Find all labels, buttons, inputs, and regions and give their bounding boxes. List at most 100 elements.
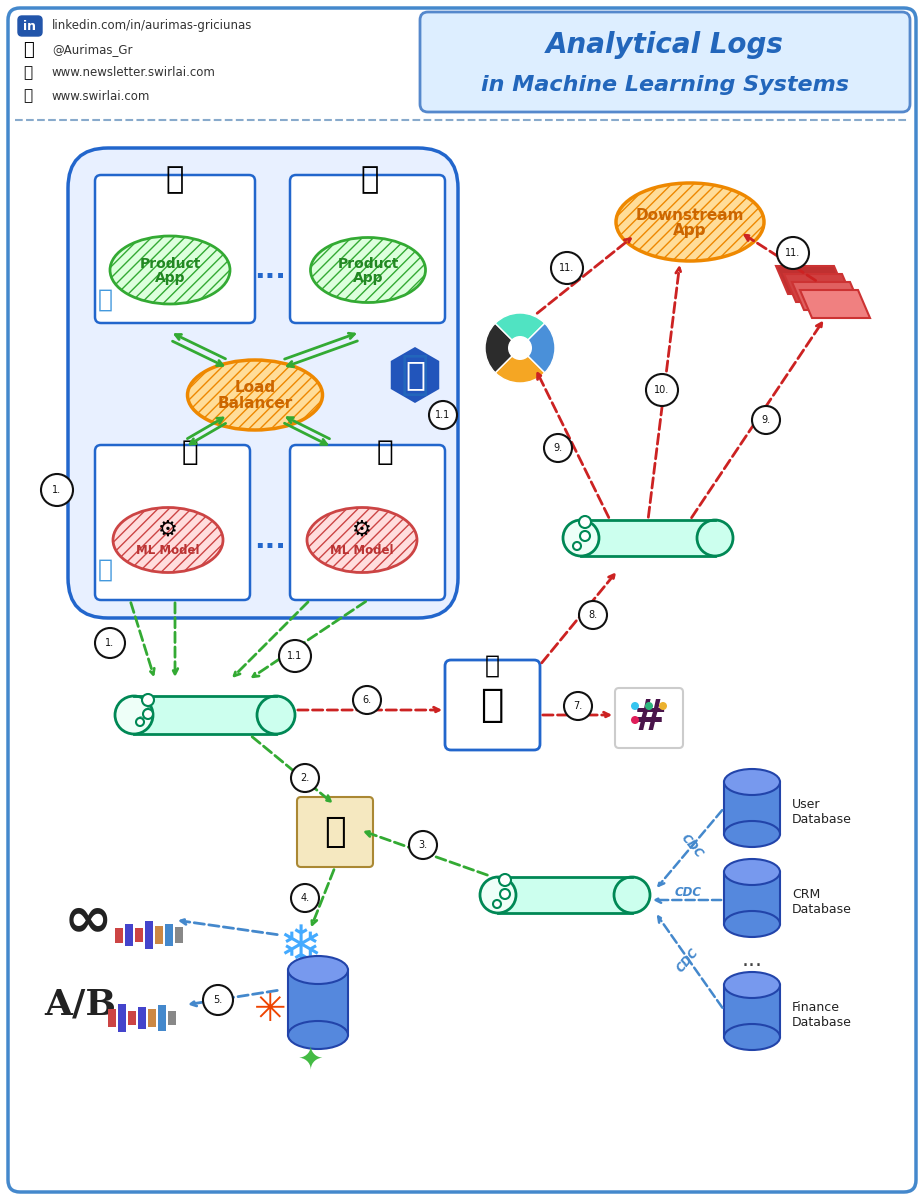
Bar xyxy=(724,872,780,924)
Text: A/B: A/B xyxy=(44,988,116,1022)
Circle shape xyxy=(580,530,590,541)
Circle shape xyxy=(631,716,639,724)
Ellipse shape xyxy=(288,1021,348,1049)
Text: ⬡: ⬡ xyxy=(137,715,144,725)
Circle shape xyxy=(579,601,607,629)
Text: 3.: 3. xyxy=(419,840,428,850)
Circle shape xyxy=(279,640,311,672)
Circle shape xyxy=(659,702,667,710)
Circle shape xyxy=(499,874,511,886)
Text: 11.: 11. xyxy=(559,263,575,272)
Bar xyxy=(108,1009,116,1027)
Text: 10.: 10. xyxy=(654,385,670,395)
Bar xyxy=(498,877,632,913)
Ellipse shape xyxy=(563,520,599,556)
Circle shape xyxy=(291,764,319,792)
Ellipse shape xyxy=(724,1024,780,1050)
Text: CDC: CDC xyxy=(675,886,701,899)
Circle shape xyxy=(353,686,381,714)
Text: Load: Load xyxy=(235,380,275,396)
Text: ML Model: ML Model xyxy=(136,544,200,557)
Text: 🦜: 🦜 xyxy=(480,686,504,724)
Bar xyxy=(175,926,183,943)
Text: ∞: ∞ xyxy=(64,892,113,948)
Text: 🐦: 🐦 xyxy=(22,41,33,59)
Circle shape xyxy=(409,830,437,859)
Text: ...: ... xyxy=(254,526,286,554)
FancyBboxPatch shape xyxy=(615,688,683,748)
Text: www.newsletter.swirlai.com: www.newsletter.swirlai.com xyxy=(52,66,216,79)
Polygon shape xyxy=(792,282,862,310)
Text: Product: Product xyxy=(140,257,201,271)
Text: ⚙️: ⚙️ xyxy=(352,520,372,540)
Circle shape xyxy=(95,628,125,658)
Text: 4.: 4. xyxy=(300,893,310,902)
Text: #: # xyxy=(631,697,666,739)
FancyBboxPatch shape xyxy=(297,797,373,866)
Text: in: in xyxy=(23,19,37,32)
Text: 🐳: 🐳 xyxy=(166,166,184,194)
Bar xyxy=(145,922,153,949)
Circle shape xyxy=(573,542,581,550)
FancyBboxPatch shape xyxy=(18,16,42,36)
Circle shape xyxy=(777,236,809,269)
Text: linkedin.com/in/aurimas-griciunas: linkedin.com/in/aurimas-griciunas xyxy=(52,19,252,32)
Bar xyxy=(288,970,348,1034)
Ellipse shape xyxy=(288,956,348,984)
Text: 🔖: 🔖 xyxy=(23,66,32,80)
Text: ...: ... xyxy=(741,950,762,970)
Text: Balancer: Balancer xyxy=(217,396,293,410)
Text: Product: Product xyxy=(337,257,398,271)
Bar xyxy=(134,696,276,734)
Text: 1.1: 1.1 xyxy=(435,410,451,420)
Text: CDC: CDC xyxy=(675,946,701,974)
Bar xyxy=(724,985,780,1037)
FancyBboxPatch shape xyxy=(290,445,445,600)
Ellipse shape xyxy=(113,508,223,572)
Circle shape xyxy=(646,374,678,406)
Circle shape xyxy=(544,434,572,462)
Text: ⬡: ⬡ xyxy=(143,707,152,716)
Circle shape xyxy=(493,900,501,908)
Bar xyxy=(135,928,143,942)
Circle shape xyxy=(203,985,233,1015)
Ellipse shape xyxy=(310,238,425,302)
Text: App: App xyxy=(154,271,185,284)
Text: App: App xyxy=(353,271,383,284)
FancyBboxPatch shape xyxy=(8,8,916,1192)
Text: Analytical Logs: Analytical Logs xyxy=(546,31,784,59)
Ellipse shape xyxy=(724,769,780,794)
Circle shape xyxy=(631,702,639,710)
Text: www.swirlai.com: www.swirlai.com xyxy=(52,90,151,102)
Bar xyxy=(115,928,123,943)
Ellipse shape xyxy=(115,696,153,734)
Text: CDC: CDC xyxy=(678,832,706,860)
Text: ⎈: ⎈ xyxy=(401,353,429,397)
Text: 9.: 9. xyxy=(761,415,771,425)
Circle shape xyxy=(508,336,532,360)
Text: 🐦: 🐦 xyxy=(98,558,113,582)
Text: 8.: 8. xyxy=(589,610,598,620)
FancyBboxPatch shape xyxy=(420,12,910,112)
Bar xyxy=(128,1010,136,1025)
Circle shape xyxy=(500,889,510,899)
Ellipse shape xyxy=(307,508,417,572)
Polygon shape xyxy=(776,266,846,294)
Text: 🐳: 🐳 xyxy=(484,654,500,678)
Text: 1.1: 1.1 xyxy=(287,650,303,661)
Text: 11.: 11. xyxy=(785,248,800,258)
Polygon shape xyxy=(784,274,854,302)
Text: 2.: 2. xyxy=(300,773,310,782)
Ellipse shape xyxy=(724,972,780,998)
Bar xyxy=(148,1009,156,1027)
Wedge shape xyxy=(495,313,545,348)
Bar xyxy=(165,924,173,946)
Text: in Machine Learning Systems: in Machine Learning Systems xyxy=(481,74,849,95)
Text: 1.: 1. xyxy=(53,485,62,494)
Circle shape xyxy=(645,702,653,710)
Text: ❄: ❄ xyxy=(278,922,322,974)
Text: 7.: 7. xyxy=(574,701,583,710)
Wedge shape xyxy=(485,323,520,373)
FancyBboxPatch shape xyxy=(95,445,250,600)
Text: @Aurimas_Gr: @Aurimas_Gr xyxy=(52,43,132,56)
